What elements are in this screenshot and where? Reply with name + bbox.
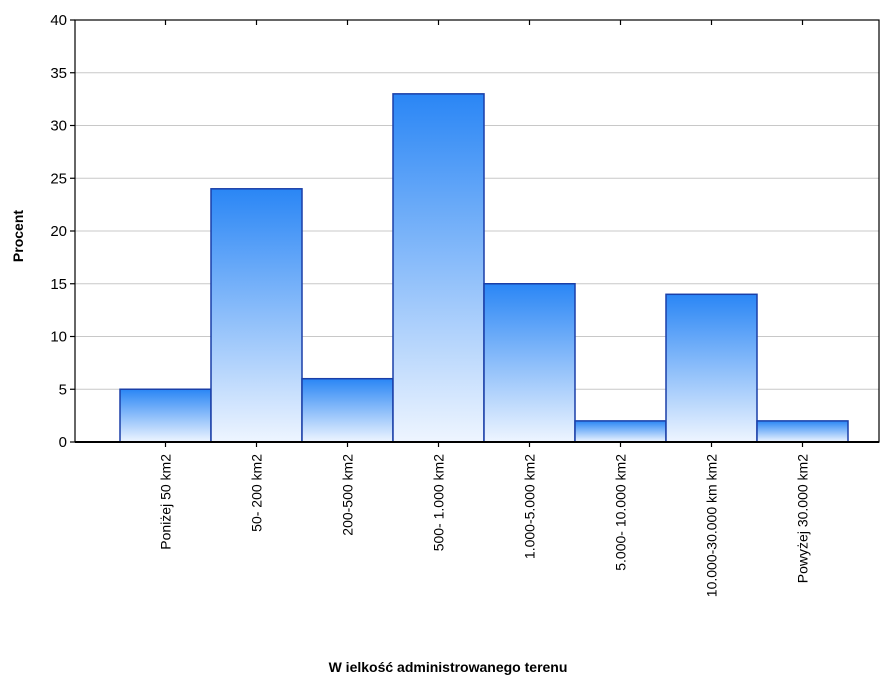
bar bbox=[574, 420, 667, 443]
bar bbox=[483, 283, 576, 443]
y-tick-label: 35 bbox=[50, 65, 67, 82]
bar bbox=[119, 388, 212, 443]
y-axis-title: Procent bbox=[10, 210, 26, 262]
x-tick-label: Poniżej 50 km2 bbox=[158, 454, 174, 550]
bar bbox=[756, 420, 849, 443]
y-tick-label: 20 bbox=[50, 223, 67, 240]
x-tick-label: Powyżej 30.000 km2 bbox=[795, 454, 811, 583]
x-tick-labels: Poniżej 50 km2 50- 200 km2 200-500 km2 500-… bbox=[158, 454, 811, 597]
bar bbox=[210, 188, 303, 443]
axes bbox=[70, 19, 880, 447]
bar bbox=[392, 93, 485, 443]
x-axis-title: W ielkość administrowanego terenu bbox=[329, 659, 568, 675]
y-tick-label: 30 bbox=[50, 118, 67, 135]
x-tick-label: 10.000-30.000 km km2 bbox=[704, 454, 720, 597]
y-tick-label: 40 bbox=[50, 12, 67, 29]
x-tick-label: 500- 1.000 km2 bbox=[431, 454, 447, 551]
y-tick-label: 15 bbox=[50, 276, 67, 293]
bars bbox=[119, 93, 849, 443]
x-tick-label: 5.000- 10.000 km2 bbox=[613, 454, 629, 571]
x-tick-label: 50- 200 km2 bbox=[249, 454, 265, 532]
y-tick-label: 10 bbox=[50, 329, 67, 346]
x-tick-label: 1.000-5.000 km2 bbox=[522, 454, 538, 559]
bar bbox=[665, 293, 758, 443]
y-tick-label: 5 bbox=[59, 381, 67, 398]
y-tick-label: 0 bbox=[59, 434, 67, 451]
x-tick-label: 200-500 km2 bbox=[340, 454, 356, 536]
bar bbox=[301, 377, 394, 443]
y-tick-label: 25 bbox=[50, 170, 67, 187]
y-tick-labels: 0 5 10 15 20 25 30 35 40 bbox=[50, 12, 67, 451]
